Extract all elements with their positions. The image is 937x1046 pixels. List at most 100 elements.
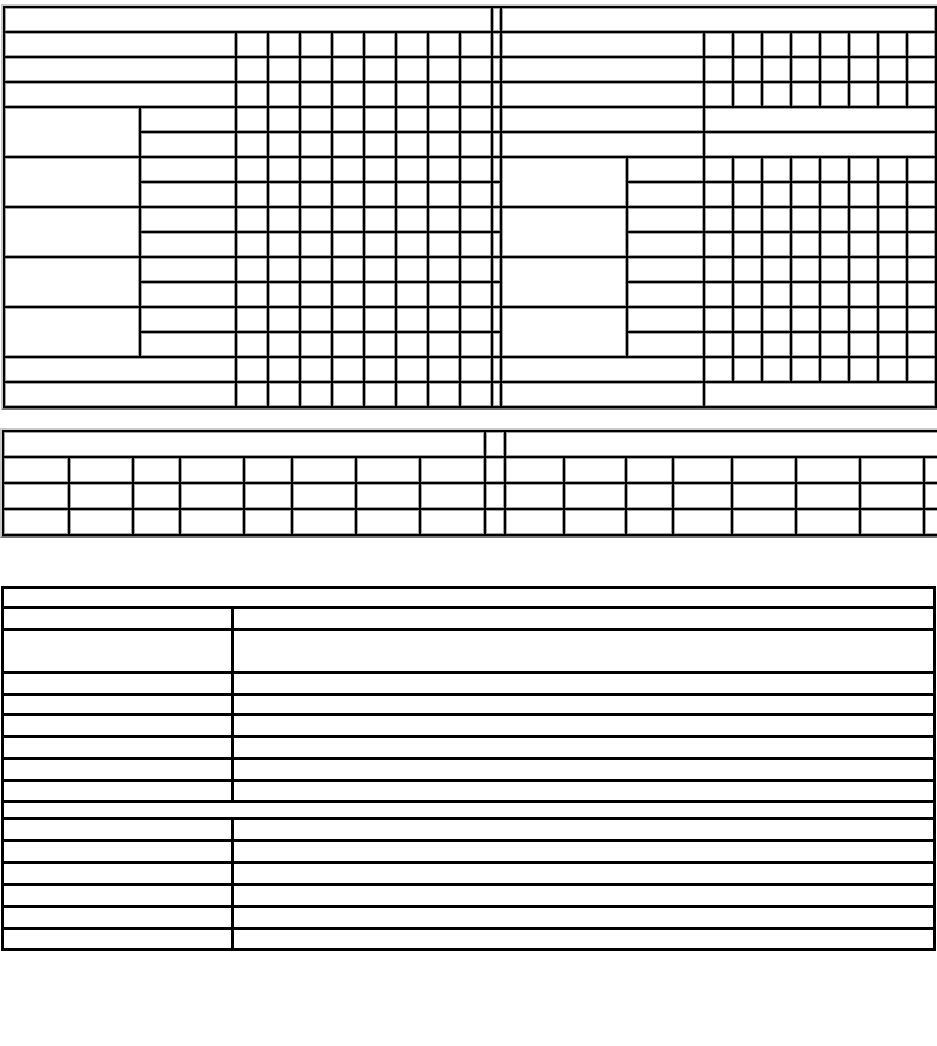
table-row [1,839,936,864]
grid-cell [925,510,937,534]
row-label-cell [5,58,235,81]
table-row [5,333,935,356]
spacer-cell [493,308,500,331]
grid-cell [269,383,299,406]
grid-cell [397,308,427,331]
table-row [5,108,935,156]
grid-cell [269,83,299,106]
grid-cell [908,58,935,81]
grid-cell [705,283,732,306]
table-row [1,735,936,760]
grid-cell [461,333,491,356]
grid-cell [333,133,363,156]
grid-cell [879,233,906,256]
grid-cell [421,484,484,508]
grid-cell [269,358,299,381]
table-row [5,133,935,156]
grid-cell [734,333,761,356]
grid-cell [486,458,504,482]
field-label-cell [1,606,234,631]
grid-cell [734,283,761,306]
grid-cell [879,83,906,106]
grid-cell [705,58,732,81]
row-label-cell [502,108,703,131]
table-row [1,671,936,696]
field-value-cell [231,735,936,760]
table-row [5,383,935,406]
grid-cell [627,510,672,534]
field-value-cell [231,606,936,631]
grid-cell [792,308,819,331]
table-row [1,927,936,951]
field-value-cell [231,693,936,716]
sub-label-cell [141,208,235,231]
grid-cell [269,108,299,131]
grid-cell [4,484,68,508]
spacer-cell [493,8,500,31]
grid-cell [181,458,243,482]
table-row [4,510,937,534]
grid-cell [237,358,267,381]
field-label-cell [1,839,234,864]
grid-cell [333,208,363,231]
merged-span-cell [705,108,935,131]
row-label-cell [502,83,703,106]
grid-cell [797,458,859,482]
grid-cell [734,33,761,56]
grid-cell [245,458,291,482]
grid-cell [237,283,267,306]
grid-cell [792,208,819,231]
table-row [5,58,935,81]
grid-cell [237,58,267,81]
field-value-cell [231,628,936,674]
sub-label-cell [628,208,703,231]
grid-cell [421,458,484,482]
spacer-cell [493,58,500,81]
grid-cell [763,158,790,181]
grid-cell [397,133,427,156]
grid-cell [429,283,459,306]
grid-cell [397,383,427,406]
grid-cell [733,484,795,508]
spacer-cell [493,108,500,131]
grid-cell [674,484,731,508]
grid-cell [269,183,299,206]
grid-cell [763,183,790,206]
grid-cell [397,183,427,206]
field-value-cell [231,927,936,951]
row-label-cell [502,133,703,156]
grid-cell [908,208,935,231]
table-row [1,883,936,908]
grid-cell [925,484,937,508]
grid-cell [333,108,363,131]
grid-cell [333,308,363,331]
grid-cell [181,510,243,534]
sub-label-cell [141,133,235,156]
grid-cell [908,83,935,106]
grid-cell [237,333,267,356]
grid-cell [908,183,935,206]
sub-label-cell [628,308,703,331]
spacer-cell [493,233,500,256]
grid-cell [429,33,459,56]
sub-label-cell [141,283,235,306]
table-row [1,693,936,716]
grid-cell [429,233,459,256]
grid-cell [301,58,331,81]
table-row [1,713,936,738]
grid-cell [792,333,819,356]
grid-cell [134,510,179,534]
grid-cell [506,510,563,534]
grid-cell [821,83,848,106]
grid-cell [879,333,906,356]
grid-cell [734,58,761,81]
sub-label-cell [141,108,235,131]
table-row [1,757,936,782]
header-cell [4,432,484,456]
grid-cell [293,458,355,482]
field-label-cell [1,735,234,760]
row-label-cell [502,358,703,381]
grid-cell [461,83,491,106]
grid-cell [461,233,491,256]
grid-cell [461,383,491,406]
